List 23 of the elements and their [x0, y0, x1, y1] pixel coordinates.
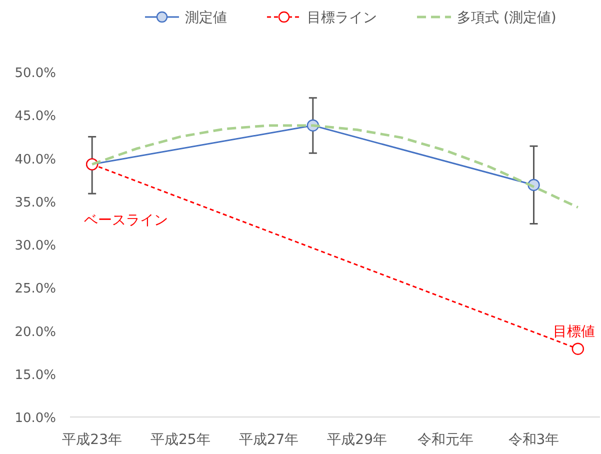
x-tick-label: 平成23年 — [62, 432, 122, 448]
y-tick-label: 50.0% — [14, 66, 56, 81]
point — [572, 342, 584, 355]
annotation: 目標値 — [552, 324, 595, 340]
legend-label: 多項式 (測定値) — [457, 10, 556, 26]
y-tick-label: 15.0% — [14, 368, 56, 383]
x-tick-label: 平成29年 — [327, 432, 387, 448]
x-tick-label: 令和3年 — [508, 432, 560, 448]
legend-label: 測定値 — [185, 10, 227, 26]
legend-目標ライン: 目標ライン — [267, 10, 377, 26]
x-tick-label: 平成25年 — [150, 432, 210, 448]
y-tick-label: 25.0% — [14, 282, 56, 297]
y-tick-label: 30.0% — [14, 238, 56, 254]
y-tick-label: 40.0% — [14, 152, 56, 168]
y-tick-label: 45.0% — [14, 109, 56, 124]
y-tick-label: 10.0% — [14, 411, 56, 426]
x-tick-label: 令和元年 — [417, 432, 474, 448]
annotation: ベースライン — [84, 212, 168, 228]
legend-label: 目標ライン — [307, 10, 377, 26]
legend-測定値: 測定値 — [145, 10, 227, 26]
y-tick-label: 20.0% — [14, 324, 56, 340]
y-tick-label: 35.0% — [14, 195, 56, 210]
x-tick-label: 平成27年 — [238, 432, 299, 448]
